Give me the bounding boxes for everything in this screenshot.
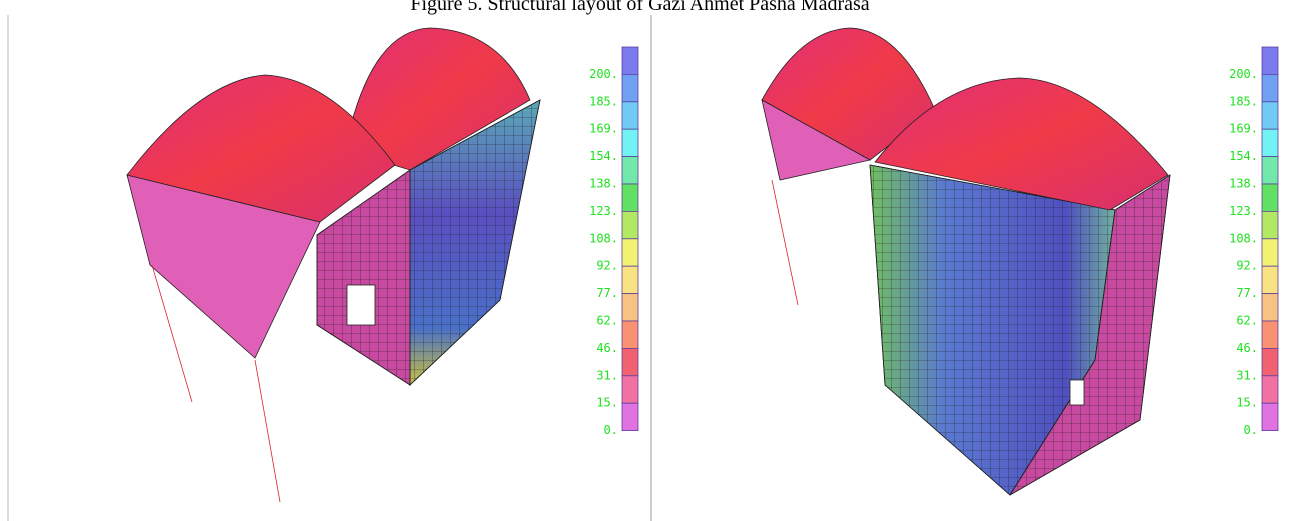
legend-swatch bbox=[622, 239, 638, 266]
legend-swatch bbox=[622, 157, 638, 184]
legend-swatch bbox=[1262, 157, 1278, 184]
legend-label: 200. bbox=[1229, 67, 1258, 81]
legend-label: 15. bbox=[596, 396, 618, 410]
legend-swatch bbox=[1262, 376, 1278, 403]
legend-label: 62. bbox=[596, 314, 618, 328]
legend-label: 123. bbox=[1229, 204, 1258, 218]
legend-swatch bbox=[622, 74, 638, 101]
legend-label: 169. bbox=[589, 122, 618, 136]
legend-swatch bbox=[1262, 239, 1278, 266]
legend-swatch bbox=[1262, 47, 1278, 74]
legend-swatch bbox=[622, 102, 638, 129]
legend-swatch bbox=[1262, 321, 1278, 348]
legend-label: 31. bbox=[596, 368, 618, 382]
legend-label: 92. bbox=[1236, 259, 1258, 273]
legend-swatch bbox=[1262, 102, 1278, 129]
legend-label: 92. bbox=[596, 259, 618, 273]
legend-label: 77. bbox=[596, 286, 618, 300]
legend-swatch bbox=[1262, 348, 1278, 375]
legend-label: 169. bbox=[1229, 122, 1258, 136]
legend-swatch bbox=[1262, 74, 1278, 101]
legend-swatch bbox=[622, 211, 638, 238]
legend-label: 46. bbox=[1236, 341, 1258, 355]
caption: Figure 5. Structural layout of Gazi Ahme… bbox=[410, 0, 869, 15]
legend-label: 31. bbox=[1236, 368, 1258, 382]
legend-label: 108. bbox=[589, 231, 618, 245]
legend-label: 123. bbox=[589, 204, 618, 218]
model-right bbox=[762, 28, 1170, 495]
legend-swatch bbox=[622, 266, 638, 293]
legend-label: 108. bbox=[1229, 231, 1258, 245]
legend-label: 15. bbox=[1236, 396, 1258, 410]
legend-swatch bbox=[622, 184, 638, 211]
legend-label: 138. bbox=[589, 177, 618, 191]
legend-label: 185. bbox=[589, 94, 618, 108]
legend-swatch bbox=[1262, 184, 1278, 211]
figure: Figure 5. Structural layout of Gazi Ahme… bbox=[0, 0, 1289, 521]
legend-swatch bbox=[1262, 211, 1278, 238]
legend-label: 77. bbox=[1236, 286, 1258, 300]
legend-swatch bbox=[622, 348, 638, 375]
legend-label: 200. bbox=[589, 67, 618, 81]
color-legend: 200. 185. 169. 154. 138. 123. 108. 92. 77. 62. 46.… bbox=[589, 47, 638, 437]
legend-swatch bbox=[622, 47, 638, 74]
legend-label: 154. bbox=[589, 149, 618, 163]
legend-swatch bbox=[622, 376, 638, 403]
legend-label: 0. bbox=[604, 423, 618, 437]
legend-swatch bbox=[622, 321, 638, 348]
legend-label: 138. bbox=[1229, 177, 1258, 191]
legend-swatch bbox=[1262, 266, 1278, 293]
legend-swatch bbox=[622, 294, 638, 321]
legend-swatch bbox=[622, 403, 638, 430]
legend-swatch bbox=[622, 129, 638, 156]
legend-label: 185. bbox=[1229, 94, 1258, 108]
legend-label: 46. bbox=[596, 341, 618, 355]
legend-label: 0. bbox=[1244, 423, 1258, 437]
color-legend: 200. 185. 169. 154. 138. 123. 108. 92. 77. 62. 46.… bbox=[1229, 47, 1278, 437]
model-left bbox=[127, 28, 540, 502]
legend-swatch bbox=[1262, 403, 1278, 430]
legend-swatch bbox=[1262, 129, 1278, 156]
legend-swatch bbox=[1262, 294, 1278, 321]
legend-label: 154. bbox=[1229, 149, 1258, 163]
legend-label: 62. bbox=[1236, 314, 1258, 328]
